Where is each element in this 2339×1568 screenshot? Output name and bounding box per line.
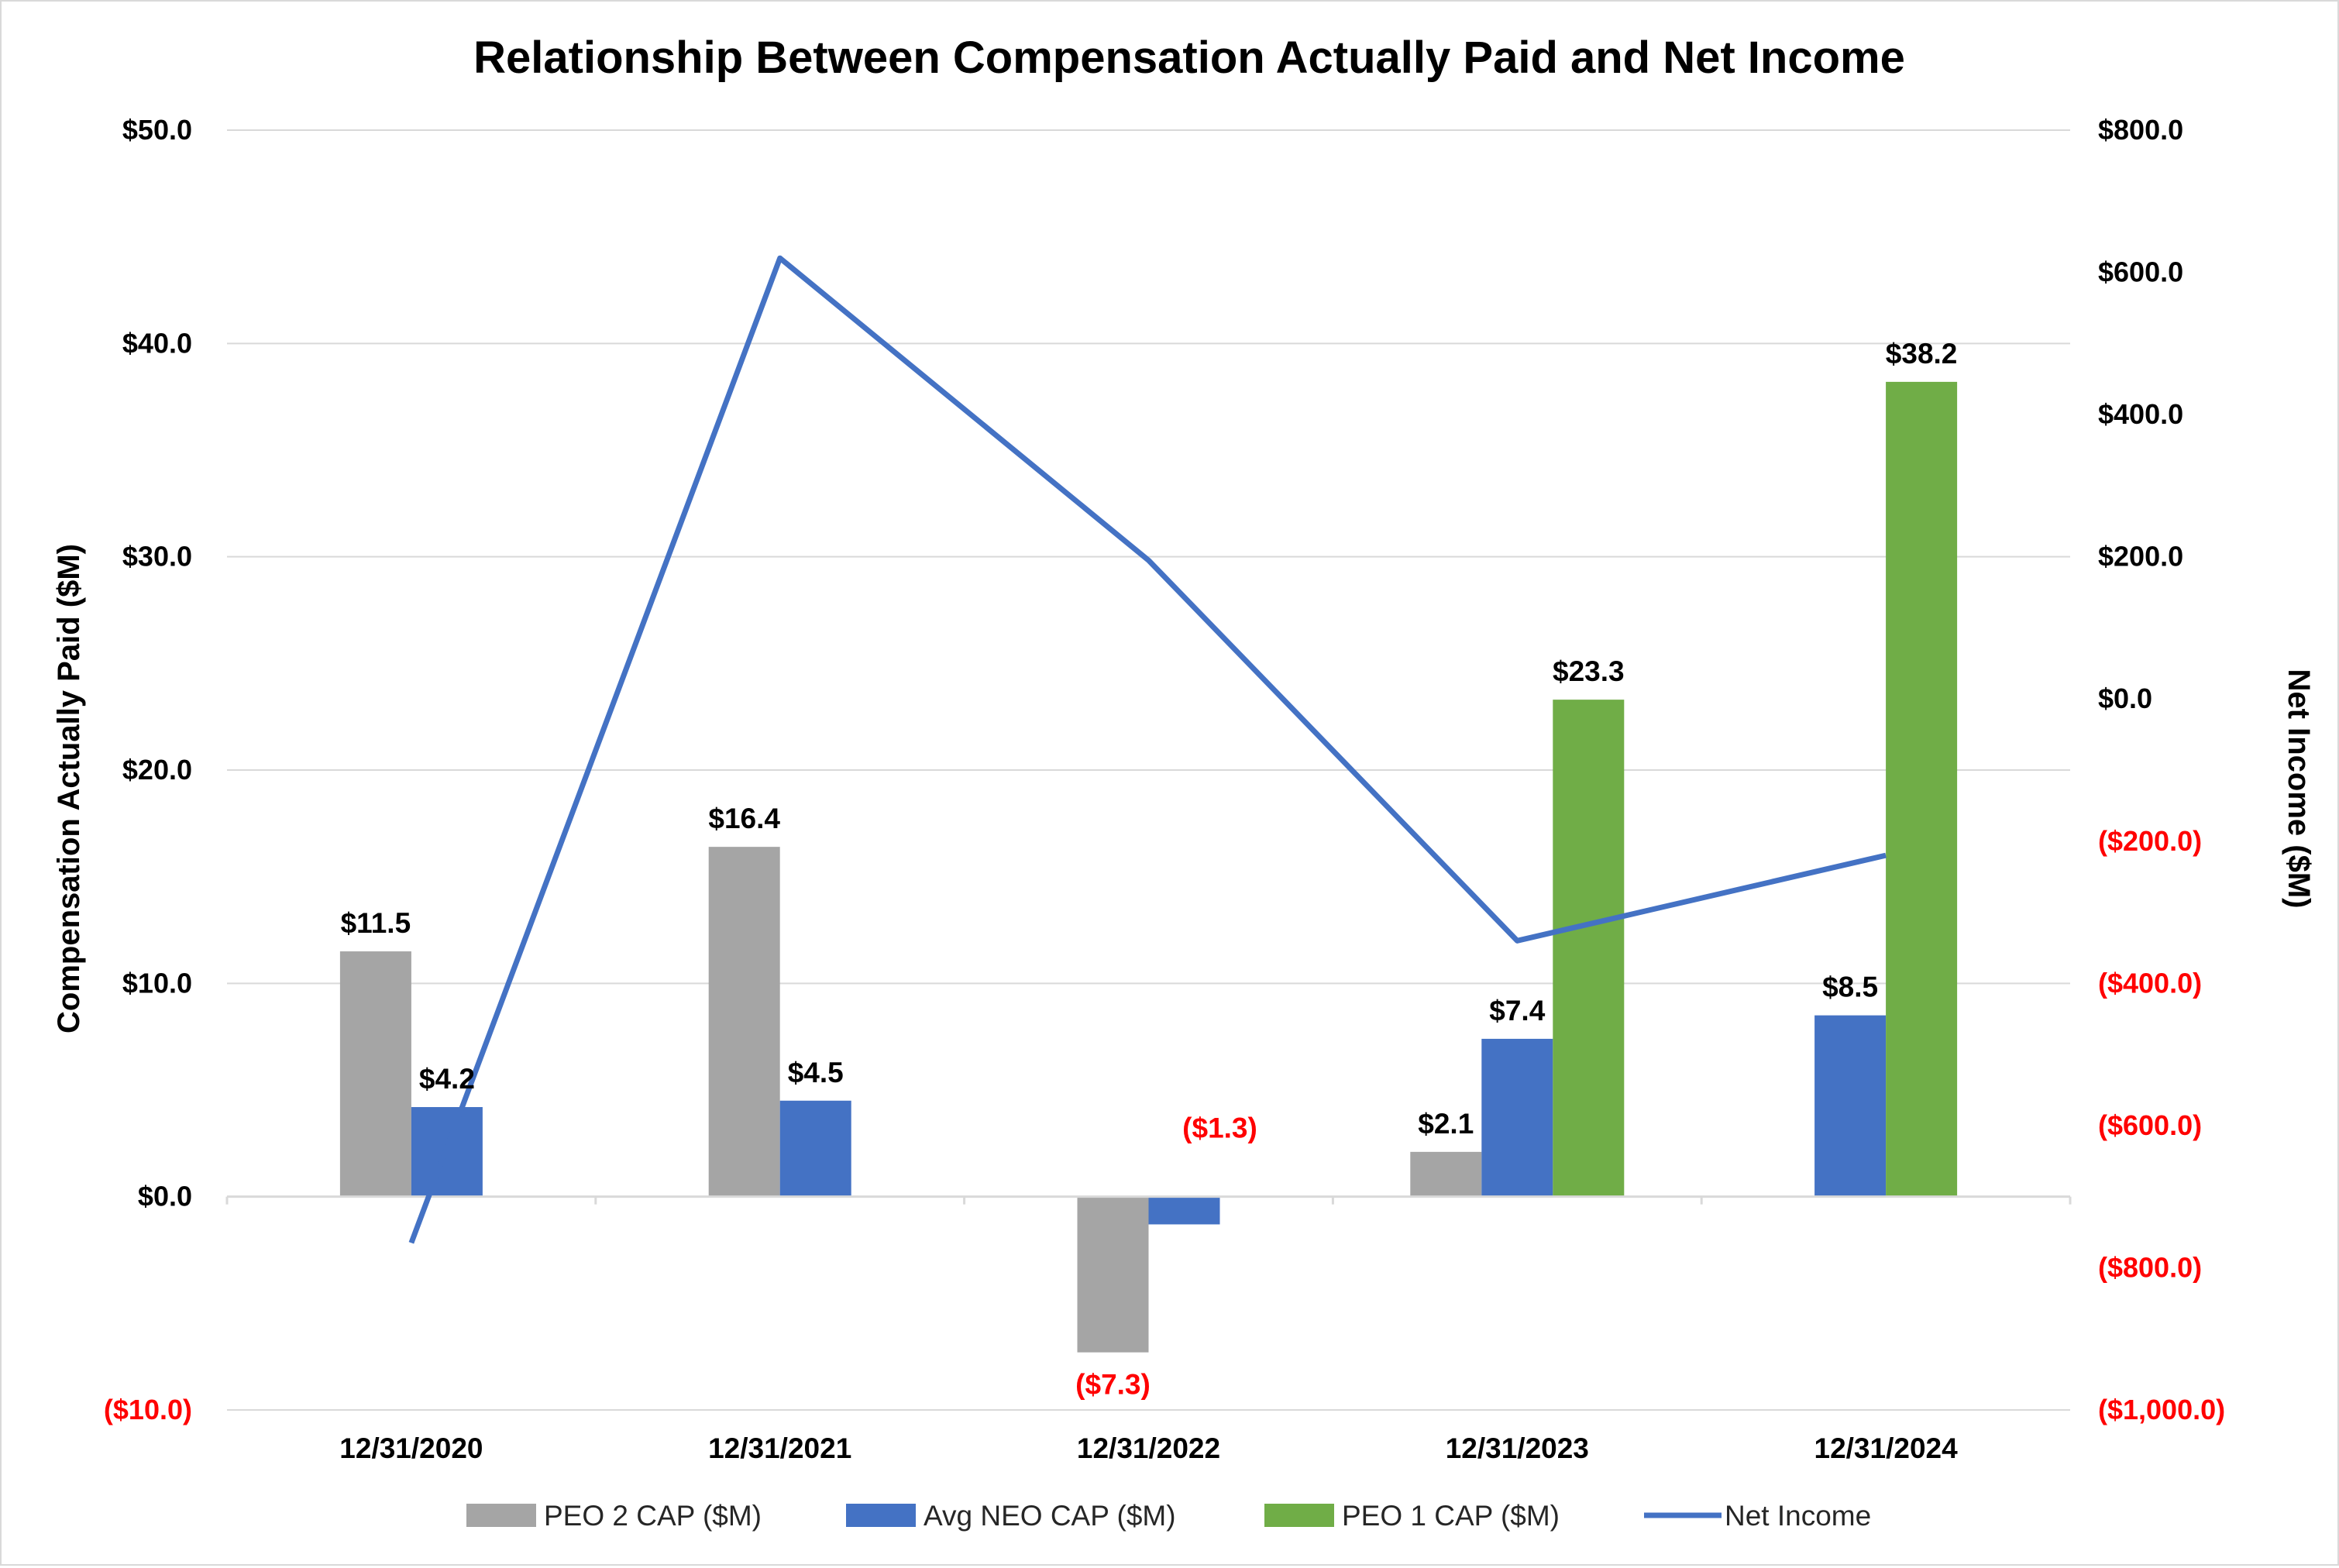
data-label-peo-2-cap-m-1: $16.4: [708, 803, 780, 834]
bar-peo-2-cap-m-0: [339, 951, 411, 1197]
bar-peo-1-cap-m-3: [1553, 700, 1625, 1197]
left-axis-ticks: $50.0 $40.0 $30.0 $20.0 $10.0 $0.0 ($10.0): [104, 114, 192, 1425]
bar-avg-neo-cap-m-1: [779, 1100, 851, 1197]
category-label-0: 12/31/2020: [339, 1432, 483, 1464]
left-axis-title: Compensation Actually Paid ($M): [52, 544, 86, 1033]
data-label-avg-neo-cap-m-3: $7.4: [1489, 995, 1545, 1026]
legend-label-peo-2-cap-m: PEO 2 CAP ($M): [544, 1500, 762, 1532]
right-tick-label: $200.0: [2098, 541, 2183, 573]
legend-label-net-income: Net Income: [1725, 1500, 1871, 1532]
gridlines: [227, 129, 2070, 1411]
data-label-peo-2-cap-m-2: ($7.3): [1075, 1369, 1151, 1401]
legend-label-peo-1-cap-m: PEO 1 CAP ($M): [1342, 1500, 1560, 1532]
data-label-peo-2-cap-m-3: $2.1: [1418, 1108, 1474, 1140]
bar-avg-neo-cap-m-4: [1814, 1015, 1887, 1197]
left-tick-label: $0.0: [138, 1181, 192, 1212]
legend-swatch-avg-neo-cap-m: [846, 1504, 916, 1527]
bar-avg-neo-cap-m-3: [1481, 1038, 1553, 1197]
category-label-1: 12/31/2021: [708, 1432, 851, 1464]
right-tick-label: ($200.0): [2098, 825, 2202, 857]
left-tick-label: $30.0: [122, 541, 192, 573]
left-tick-label: $10.0: [122, 967, 192, 999]
legend-swatch-peo-2-cap-m: [466, 1504, 536, 1527]
right-axis-title: Net Income ($M): [2282, 669, 2316, 909]
left-tick-label: $40.0: [122, 327, 192, 359]
category-label-3: 12/31/2023: [1446, 1432, 1589, 1464]
right-tick-label: $800.0: [2098, 114, 2183, 146]
right-tick-label: ($600.0): [2098, 1109, 2202, 1141]
bars: [339, 381, 1958, 1353]
right-tick-label: $400.0: [2098, 398, 2183, 430]
left-tick-label: $50.0: [122, 114, 192, 146]
x-axis: [225, 1195, 2072, 1205]
data-label-peo-1-cap-m-4: $38.2: [1886, 338, 1958, 370]
data-label-avg-neo-cap-m-1: $4.5: [788, 1057, 844, 1088]
data-label-peo-2-cap-m-0: $11.5: [341, 907, 411, 939]
data-label-peo-1-cap-m-3: $23.3: [1553, 655, 1625, 687]
legend-label-avg-neo-cap-m: Avg NEO CAP ($M): [924, 1500, 1176, 1532]
net-income-line: [408, 255, 1887, 1244]
right-tick-label: $0.0: [2098, 683, 2152, 714]
data-labels: $11.5 $4.2 $16.4 $4.5 ($7.3) ($1.3) $2.1 $7.4 $2…: [341, 338, 1958, 1401]
category-label-2: 12/31/2022: [1077, 1432, 1220, 1464]
net-income-polyline: [408, 255, 1887, 1244]
bar-peo-2-cap-m-2: [1077, 1196, 1149, 1353]
category-label-4: 12/31/2024: [1814, 1432, 1959, 1464]
legend: PEO 2 CAP ($M) Avg NEO CAP ($M) PEO 1 CAP …: [466, 1500, 1871, 1532]
data-label-avg-neo-cap-m-0: $4.2: [419, 1063, 475, 1095]
bar-peo-2-cap-m-1: [708, 847, 780, 1197]
category-labels: 12/31/2020 12/31/2021 12/31/2022 12/31/2023…: [339, 1432, 1958, 1464]
bar-peo-2-cap-m-3: [1410, 1151, 1482, 1197]
right-tick-label: ($400.0): [2098, 967, 2202, 999]
right-tick-label: ($1,000.0): [2098, 1394, 2225, 1425]
left-tick-label: ($10.0): [104, 1394, 192, 1425]
left-tick-label: $20.0: [122, 754, 192, 786]
bar-peo-1-cap-m-4: [1886, 381, 1958, 1197]
right-tick-label: ($800.0): [2098, 1251, 2202, 1283]
data-label-avg-neo-cap-m-4: $8.5: [1822, 971, 1878, 1003]
right-tick-label: $600.0: [2098, 256, 2183, 288]
legend-swatch-peo-1-cap-m: [1264, 1504, 1334, 1527]
bar-avg-neo-cap-m-2: [1148, 1196, 1220, 1225]
right-axis-ticks: $800.0 $600.0 $400.0 $200.0 $0.0 ($200.0) ($40…: [2098, 114, 2225, 1425]
data-label-avg-neo-cap-m-2: ($1.3): [1182, 1112, 1257, 1144]
chart-title: Relationship Between Compensation Actual…: [473, 33, 1905, 83]
